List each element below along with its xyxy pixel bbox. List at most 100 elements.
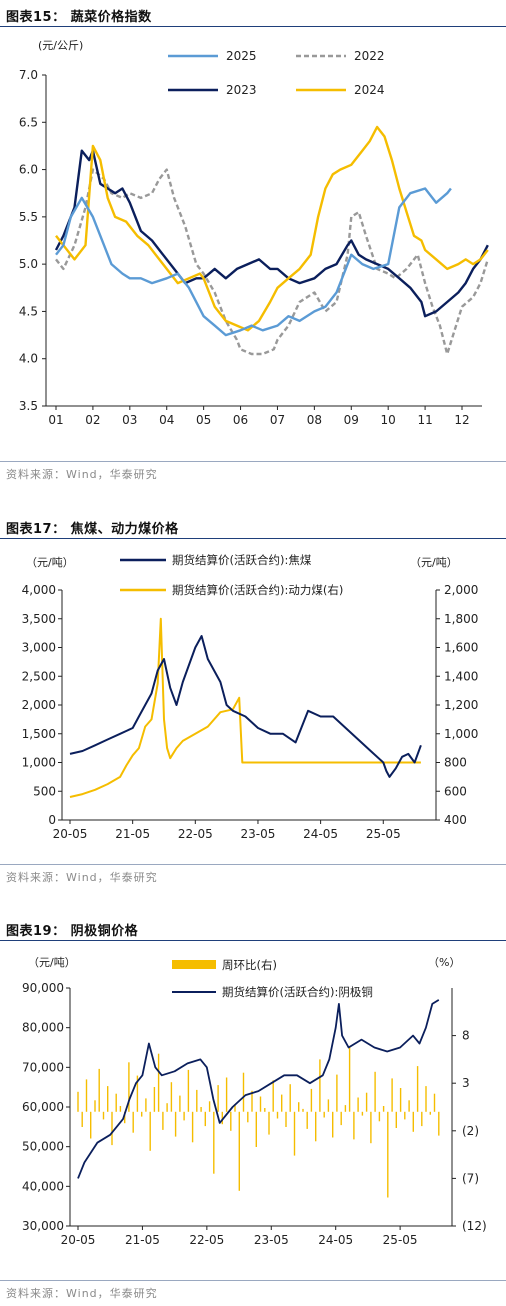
chart3-y-right-tick-label: 3 bbox=[462, 1076, 470, 1090]
chart1-y-tick-label: 5.5 bbox=[19, 210, 38, 224]
chart3-weekly-change-bar bbox=[141, 1111, 143, 1117]
chart3-source-divider bbox=[0, 1280, 506, 1281]
chart2-series-line-thermal-coal bbox=[69, 617, 421, 798]
chart3-legend-label: 期货结算价(活跃合约):阴极铜 bbox=[222, 985, 373, 999]
chart3-weekly-change-bar bbox=[124, 1111, 126, 1124]
chart3-weekly-change-bar bbox=[183, 1111, 185, 1121]
chart1-y-tick-label: 3.5 bbox=[19, 399, 38, 413]
chart2-y-right-tick-label: 1,800 bbox=[444, 612, 478, 626]
chart2-y-right-tick-label: 800 bbox=[444, 756, 467, 770]
chart3-weekly-change-bar bbox=[302, 1108, 304, 1112]
chart3-weekly-change-bar bbox=[285, 1111, 287, 1127]
chart3-weekly-change-bar bbox=[191, 1111, 194, 1143]
chart3-weekly-change-bar bbox=[433, 1093, 436, 1112]
chart3-weekly-change-bar bbox=[289, 1084, 291, 1112]
chart3-y-axis-right-label: （%） bbox=[428, 956, 460, 969]
chart1-x-tick-label: 03 bbox=[122, 413, 137, 427]
chart3-x-tick-label: 24-05 bbox=[318, 1233, 353, 1247]
chart1-x-tick-label: 07 bbox=[270, 413, 285, 427]
chart3-weekly-change-bar bbox=[179, 1095, 181, 1112]
chart1-x-tick-label: 05 bbox=[196, 413, 211, 427]
chart3-weekly-change-bar bbox=[272, 1080, 274, 1112]
chart2-legend-label: 期货结算价(活跃合约):焦煤 bbox=[172, 553, 312, 567]
chart2-x-tick-label: 24-05 bbox=[303, 827, 338, 841]
chart3-weekly-change-bar bbox=[234, 1104, 236, 1112]
chart3-y-tick-label: 60,000 bbox=[22, 1100, 64, 1114]
chart2-y-axis-right-label: （元/吨） bbox=[410, 556, 458, 569]
chart2-y-tick-label: 0 bbox=[48, 813, 56, 827]
chart1-x-tick-label: 10 bbox=[381, 413, 396, 427]
chart3-weekly-change-bar bbox=[221, 1111, 223, 1125]
chart3-weekly-change-bar bbox=[94, 1100, 96, 1112]
chart3-weekly-change-bar bbox=[132, 1111, 134, 1133]
chart3-y-tick-label: 80,000 bbox=[22, 1021, 64, 1035]
chart3-weekly-change-bar bbox=[255, 1111, 257, 1147]
chart2-y-tick-label: 500 bbox=[33, 784, 56, 798]
chart2-y-right-tick-label: 2,000 bbox=[444, 583, 478, 597]
chart3-weekly-change-bar bbox=[170, 1082, 173, 1112]
chart3-weekly-change-bar bbox=[230, 1111, 232, 1131]
chart3-weekly-change-bar bbox=[332, 1111, 334, 1138]
chart3-weekly-change-bar bbox=[242, 1072, 245, 1112]
chart1-y-axis-label: (元/公斤) bbox=[38, 39, 83, 52]
chart3-weekly-change-bar bbox=[153, 1087, 156, 1112]
chart3-weekly-change-bar bbox=[361, 1111, 364, 1116]
chart3-weekly-change-bar bbox=[399, 1088, 402, 1112]
chart3-weekly-change-bar bbox=[208, 1101, 211, 1112]
chart2-y-right-tick-label: 400 bbox=[444, 813, 467, 827]
chart1-x-tick-label: 09 bbox=[344, 413, 359, 427]
chart2-x-tick-label: 22-05 bbox=[178, 827, 213, 841]
chart3-weekly-change-bar bbox=[217, 1085, 219, 1112]
chart1-legend-label: 2023 bbox=[226, 83, 257, 97]
chart3-weekly-change-bar bbox=[149, 1111, 151, 1151]
chart1-title: 图表15： 蔬菜价格指数 bbox=[6, 10, 152, 25]
chart3-x-tick-label: 21-05 bbox=[125, 1233, 160, 1247]
chart3-weekly-change-bar bbox=[365, 1092, 368, 1112]
chart2-x-tick-label: 25-05 bbox=[366, 827, 401, 841]
chart3-weekly-change-bar bbox=[323, 1111, 325, 1118]
chart3-weekly-change-bar bbox=[268, 1111, 270, 1135]
chart3-weekly-change-bar bbox=[404, 1111, 406, 1120]
chart3-y-right-tick-label: 8 bbox=[462, 1029, 470, 1043]
chart2-y-tick-label: 4,000 bbox=[22, 583, 56, 597]
chart3-weekly-change-bar bbox=[238, 1111, 240, 1191]
chart1-x-tick-label: 11 bbox=[417, 413, 432, 427]
chart3-y-tick-label: 40,000 bbox=[22, 1179, 64, 1193]
chart3-weekly-change-bar bbox=[281, 1094, 283, 1112]
chart3-weekly-change-bar bbox=[225, 1077, 228, 1112]
chart3-weekly-change-bar bbox=[387, 1111, 389, 1198]
chart3-title-underline bbox=[0, 940, 506, 941]
chart3-weekly-change-bar bbox=[251, 1090, 253, 1112]
coal-price-chart: （元/吨） （元/吨） 0 500 1,000 1,500 2,000 2,500 3,000 3… bbox=[22, 553, 479, 841]
chart1-y-tick-label: 4.0 bbox=[19, 352, 38, 366]
chart2-y-tick-label: 1,500 bbox=[22, 727, 56, 741]
chart3-weekly-change-bar bbox=[298, 1102, 300, 1112]
chart3-y-right-tick-label: (12) bbox=[462, 1219, 487, 1233]
chart1-x-tick-label: 04 bbox=[159, 413, 174, 427]
chart1-x-tick-label: 06 bbox=[233, 413, 248, 427]
chart2-x-tick-label: 21-05 bbox=[115, 827, 150, 841]
chart1-y-tick-label: 4.5 bbox=[19, 304, 38, 318]
chart2-y-right-tick-label: 600 bbox=[444, 784, 467, 798]
chart3-weekly-change-bar bbox=[293, 1111, 296, 1156]
chart2-y-right-tick-label: 1,600 bbox=[444, 641, 478, 655]
chart3-weekly-change-bar bbox=[111, 1111, 113, 1146]
chart3-weekly-change-bar bbox=[187, 1069, 190, 1112]
vegetable-price-chart: (元/公斤) 3.5 4.0 4.5 5.0 5.5 6.0 6.5 7.0 01 02 03 04 05… bbox=[19, 39, 489, 427]
chart1-x-tick-label: 12 bbox=[454, 413, 469, 427]
chart3-weekly-change-bar bbox=[264, 1108, 266, 1112]
chart1-series-line-2025 bbox=[55, 187, 452, 337]
chart3-weekly-change-bar bbox=[429, 1111, 431, 1115]
chart3-weekly-change-bar bbox=[136, 1075, 139, 1112]
chart3-weekly-change-bar bbox=[438, 1111, 440, 1136]
chart3-weekly-change-bar bbox=[162, 1111, 164, 1130]
chart3-weekly-change-bar bbox=[259, 1096, 262, 1112]
chart1-y-tick-label: 6.5 bbox=[19, 115, 38, 129]
chart1-x-tick-label: 02 bbox=[85, 413, 100, 427]
chart3-x-tick-label: 23-05 bbox=[254, 1233, 289, 1247]
chart3-weekly-change-bar bbox=[412, 1111, 414, 1132]
chart3-x-tick-label: 20-05 bbox=[61, 1233, 96, 1247]
chart2-y-tick-label: 3,500 bbox=[22, 612, 56, 626]
chart3-x-tick-label: 22-05 bbox=[189, 1233, 224, 1247]
chart3-weekly-change-bar bbox=[119, 1106, 122, 1112]
